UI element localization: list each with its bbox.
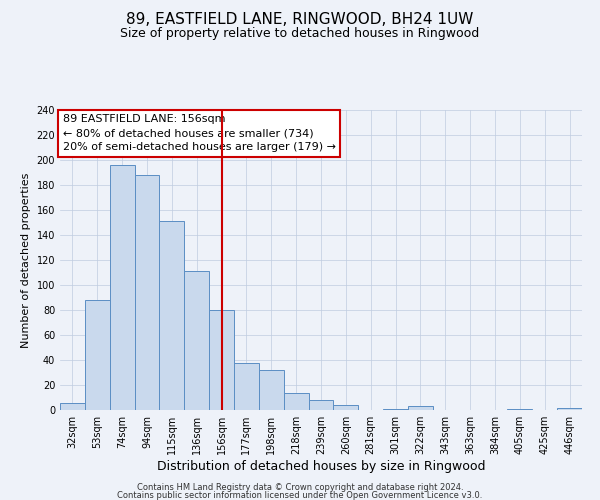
- Text: Size of property relative to detached houses in Ringwood: Size of property relative to detached ho…: [121, 28, 479, 40]
- Bar: [184, 271, 209, 410]
- Bar: [259, 370, 284, 410]
- Text: 89, EASTFIELD LANE, RINGWOOD, BH24 1UW: 89, EASTFIELD LANE, RINGWOOD, BH24 1UW: [127, 12, 473, 28]
- Bar: [209, 310, 234, 410]
- Bar: [234, 362, 259, 410]
- X-axis label: Distribution of detached houses by size in Ringwood: Distribution of detached houses by size …: [157, 460, 485, 473]
- Bar: [557, 408, 582, 410]
- Bar: [60, 402, 85, 410]
- Bar: [134, 175, 160, 410]
- Y-axis label: Number of detached properties: Number of detached properties: [21, 172, 31, 348]
- Text: Contains HM Land Registry data © Crown copyright and database right 2024.: Contains HM Land Registry data © Crown c…: [137, 483, 463, 492]
- Text: 89 EASTFIELD LANE: 156sqm
← 80% of detached houses are smaller (734)
20% of semi: 89 EASTFIELD LANE: 156sqm ← 80% of detac…: [62, 114, 335, 152]
- Bar: [85, 300, 110, 410]
- Bar: [308, 400, 334, 410]
- Bar: [408, 406, 433, 410]
- Bar: [334, 405, 358, 410]
- Bar: [110, 165, 134, 410]
- Bar: [508, 409, 532, 410]
- Bar: [383, 409, 408, 410]
- Text: Contains public sector information licensed under the Open Government Licence v3: Contains public sector information licen…: [118, 492, 482, 500]
- Bar: [284, 392, 308, 410]
- Bar: [160, 221, 184, 410]
